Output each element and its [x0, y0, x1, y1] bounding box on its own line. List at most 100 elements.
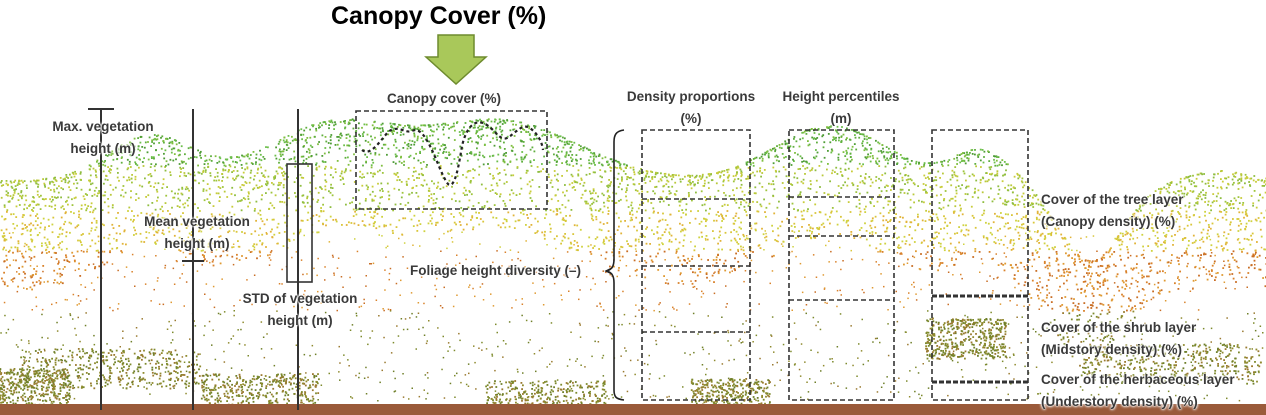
point-cloud-dot: [1253, 267, 1256, 270]
point-cloud-dot: [492, 137, 494, 140]
point-cloud-dot: [202, 169, 205, 172]
point-cloud-dot: [428, 125, 430, 128]
point-cloud-dot: [430, 197, 433, 199]
point-cloud-dot: [1080, 341, 1083, 343]
point-cloud-dot: [1240, 178, 1243, 181]
point-cloud-dot: [336, 136, 339, 138]
point-cloud-dot: [463, 186, 466, 189]
point-cloud-dot: [1002, 174, 1004, 177]
point-cloud-dot: [408, 124, 411, 127]
point-cloud-dot: [245, 154, 248, 157]
point-cloud-dot: [126, 168, 129, 171]
point-cloud-dot: [903, 263, 905, 266]
point-cloud-dot: [1041, 286, 1044, 289]
point-cloud-dot: [1134, 222, 1137, 225]
point-cloud-dot: [370, 172, 372, 174]
point-cloud-dot: [1100, 257, 1103, 260]
point-cloud-dot: [794, 237, 797, 239]
point-cloud-dot: [736, 241, 738, 244]
point-cloud-dot: [1020, 180, 1023, 183]
point-cloud-dot: [199, 150, 202, 153]
point-cloud-dot: [966, 153, 968, 156]
point-cloud-dot: [150, 156, 153, 158]
point-cloud-dot: [732, 189, 734, 192]
point-cloud-dot: [1223, 209, 1226, 212]
point-cloud-dot: [705, 220, 707, 223]
point-cloud-dot: [778, 146, 781, 149]
point-cloud-dot: [1110, 331, 1113, 334]
point-cloud-dot: [477, 126, 480, 129]
point-cloud-dot: [74, 170, 76, 173]
point-cloud-dot: [410, 129, 413, 131]
point-cloud-dot: [1185, 210, 1188, 213]
point-cloud-dot: [707, 259, 709, 261]
point-cloud-dot: [371, 185, 374, 188]
point-cloud-dot: [971, 173, 974, 176]
point-cloud-dot: [608, 196, 611, 199]
point-cloud-dot: [973, 174, 975, 177]
point-cloud-dot: [556, 210, 559, 212]
point-cloud-dot: [933, 220, 936, 222]
point-cloud-dot: [356, 139, 358, 142]
point-cloud-dot: [399, 134, 402, 136]
point-cloud-dot: [25, 184, 28, 187]
point-cloud-dot: [311, 146, 314, 148]
point-cloud-dot: [1133, 212, 1136, 215]
point-cloud-dot: [875, 176, 878, 178]
point-cloud-dot: [613, 265, 615, 268]
point-cloud-dot: [459, 224, 462, 226]
point-cloud-dot: [558, 207, 561, 210]
point-cloud-dot: [153, 221, 156, 224]
point-cloud-dot: [259, 153, 262, 156]
point-cloud-dot: [237, 240, 239, 242]
point-cloud-dot: [988, 251, 991, 253]
point-cloud-dot: [570, 156, 572, 159]
point-cloud-dot: [462, 174, 464, 176]
point-cloud-dot: [1054, 246, 1056, 248]
point-cloud-dot: [678, 241, 681, 244]
point-cloud-dot: [261, 194, 263, 197]
point-cloud-dot: [1188, 205, 1191, 208]
point-cloud-dot: [61, 232, 64, 235]
point-cloud-dot: [60, 196, 62, 199]
point-cloud-dot: [1116, 236, 1119, 238]
point-cloud-dot: [9, 180, 12, 183]
point-cloud-dot: [380, 208, 383, 210]
point-cloud-dot: [595, 155, 598, 158]
point-cloud-dot: [277, 222, 280, 225]
point-cloud-dot: [1091, 260, 1094, 263]
point-cloud-dot: [48, 243, 51, 245]
point-cloud-dot: [1148, 262, 1151, 265]
point-cloud-dot: [437, 138, 440, 141]
point-cloud-dot: [605, 236, 607, 239]
point-cloud-dot: [12, 194, 15, 196]
point-cloud-dot: [1176, 218, 1178, 221]
point-cloud-dot: [86, 207, 88, 210]
point-cloud-dot: [1155, 256, 1158, 259]
point-cloud-dot: [685, 203, 688, 206]
point-cloud-dot: [1220, 178, 1222, 180]
point-cloud-dot: [946, 225, 949, 227]
point-cloud-dot: [43, 184, 46, 186]
point-cloud-dot: [965, 151, 968, 154]
point-cloud-dot: [1045, 296, 1048, 299]
point-cloud-dot: [1048, 272, 1051, 275]
point-cloud-dot: [755, 229, 757, 232]
point-cloud-dot: [0, 181, 2, 184]
point-cloud-dot: [903, 167, 905, 170]
point-cloud-dot: [776, 206, 779, 209]
point-cloud-dot: [185, 186, 188, 188]
point-cloud-dot: [1235, 260, 1238, 263]
point-cloud-dot: [1007, 227, 1010, 230]
point-cloud-dot: [999, 197, 1002, 200]
point-cloud-dot: [216, 171, 219, 174]
point-cloud-dot: [963, 172, 966, 175]
point-cloud-dot: [36, 224, 39, 226]
point-cloud-dot: [1230, 200, 1232, 202]
point-cloud-dot: [1128, 327, 1131, 330]
point-cloud-dot: [590, 213, 593, 216]
point-cloud: [0, 118, 1266, 406]
point-cloud-dot: [1073, 262, 1075, 264]
point-cloud-dot: [1134, 305, 1136, 307]
point-cloud-dot: [79, 172, 82, 175]
